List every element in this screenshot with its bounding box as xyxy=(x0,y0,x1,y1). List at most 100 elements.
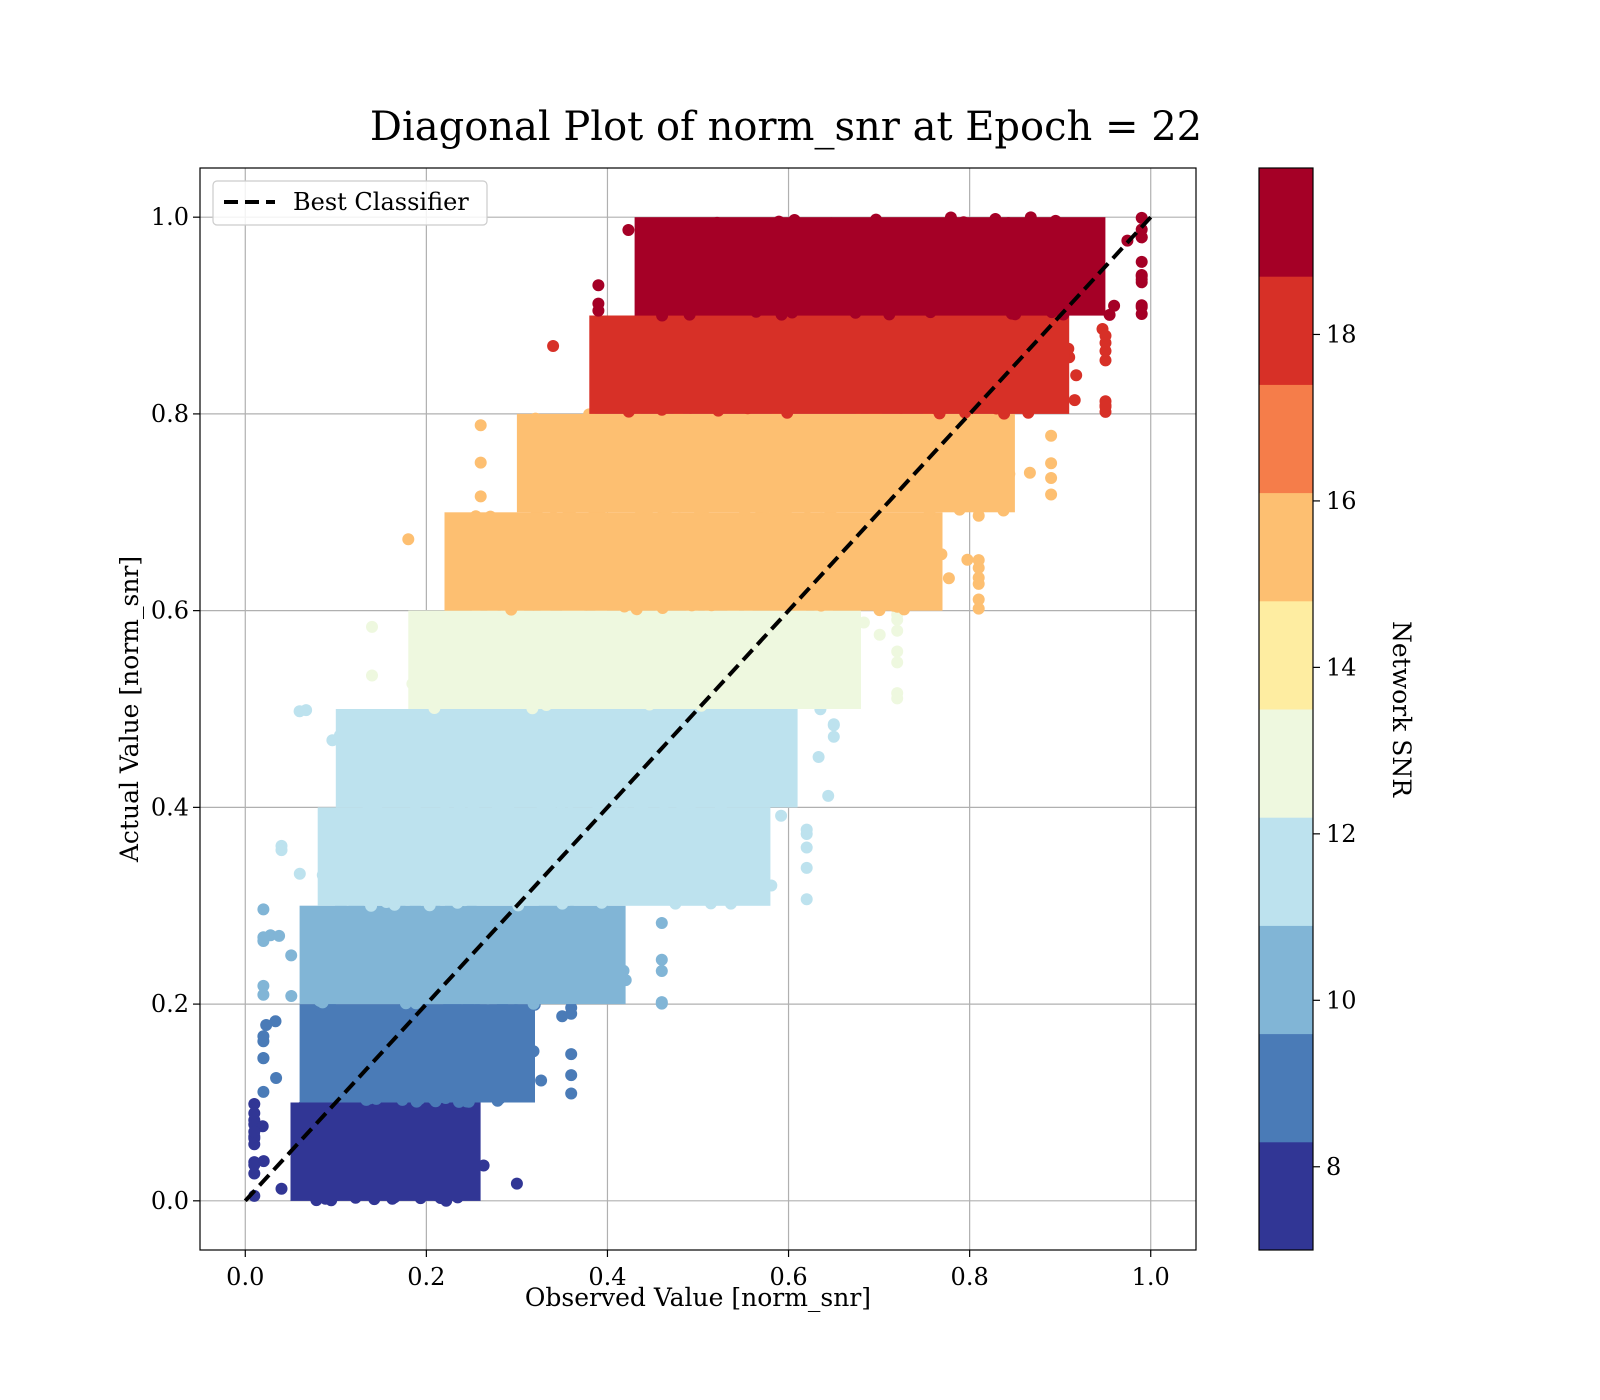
colorbar-segments xyxy=(1259,168,1313,1251)
scatter-point xyxy=(257,1085,270,1098)
scatter-density-band xyxy=(589,315,1070,414)
scatter-point xyxy=(248,1098,261,1110)
colorbar-tick-label: 8 xyxy=(1326,1153,1341,1181)
colorbar-segment xyxy=(1259,492,1313,602)
scatter-point xyxy=(257,1155,270,1168)
scatter-point xyxy=(270,1072,283,1084)
colorbar-segment xyxy=(1259,925,1313,1035)
scatter-point xyxy=(285,949,298,962)
y-tick-label: 0.0 xyxy=(151,1187,189,1215)
scatter-density-band xyxy=(290,1102,481,1201)
scatter-point xyxy=(891,656,904,669)
scatter-density-band xyxy=(335,709,798,808)
colorbar-frame xyxy=(1258,167,1314,1251)
plot-area: 0.0 0.2 0.4 0.6 0.8 1.0 0.0 0.2 0.4 0.6 0.8 1.0 xyxy=(151,167,1197,1291)
scatter-point xyxy=(510,1177,523,1190)
scatter-point xyxy=(285,990,298,1002)
scatter-point xyxy=(248,1158,261,1171)
scatter-point xyxy=(1068,394,1081,407)
legend: Best Classifier xyxy=(212,180,488,226)
x-tick-label: 0.4 xyxy=(588,1263,626,1291)
scatter-point xyxy=(300,704,313,717)
scatter-point xyxy=(1099,329,1112,342)
scatter-point xyxy=(535,1074,548,1087)
scatter-point xyxy=(961,553,974,566)
scatter-point xyxy=(248,1107,261,1120)
scatter-density-band xyxy=(408,610,861,709)
scatter-point xyxy=(1045,457,1058,470)
scatter-density-band xyxy=(317,807,771,906)
scatter-point xyxy=(827,730,840,743)
scatter-point xyxy=(257,903,270,916)
scatter-point xyxy=(248,1167,261,1180)
x-axis-ticks: 0.0 0.2 0.4 0.6 0.8 1.0 xyxy=(226,1250,1170,1291)
scatter-point xyxy=(800,841,813,854)
y-tick-label: 0.8 xyxy=(151,400,189,428)
scatter-point xyxy=(273,929,286,942)
x-tick-label: 0.2 xyxy=(407,1263,445,1291)
scatter-point xyxy=(972,602,985,615)
scatter-point xyxy=(402,533,415,546)
scatter-point xyxy=(260,1019,273,1031)
scatter-point xyxy=(622,224,635,236)
scatter-point xyxy=(474,490,487,503)
scatter-point xyxy=(891,624,904,637)
legend-label-best-classifier: Best Classifier xyxy=(293,188,469,216)
colorbar-tick-label: 12 xyxy=(1326,820,1357,848)
scatter-point xyxy=(565,1048,578,1061)
colorbar-tick-label: 14 xyxy=(1326,653,1357,681)
y-tick-label: 0.6 xyxy=(151,597,189,625)
scatter-point xyxy=(1103,308,1116,321)
scatter-point xyxy=(1099,354,1112,367)
scatter-point xyxy=(366,620,378,633)
scatter-point xyxy=(775,809,788,822)
scatter-point xyxy=(1108,299,1121,312)
scatter-point xyxy=(972,593,985,606)
colorbar-segment xyxy=(1259,168,1313,277)
scatter-point xyxy=(474,419,487,432)
scatter-point xyxy=(972,561,985,574)
scatter-density-band xyxy=(634,217,1106,316)
colorbar-segment xyxy=(1259,1033,1313,1143)
scatter-points xyxy=(248,211,1148,1207)
colorbar-label: Network SNR xyxy=(1387,621,1416,798)
scatter-point xyxy=(1023,466,1036,479)
scatter-point xyxy=(565,1007,578,1020)
scatter-point xyxy=(1045,472,1058,484)
x-tick-label: 0.6 xyxy=(769,1263,807,1291)
scatter-point xyxy=(366,669,378,682)
colorbar-tick-label: 16 xyxy=(1326,487,1357,515)
colorbar-segment xyxy=(1259,276,1313,385)
scatter-point xyxy=(547,340,560,352)
scatter-density-band xyxy=(516,413,1015,513)
scatter-point xyxy=(812,751,825,763)
colorbar-tick-label: 18 xyxy=(1326,320,1357,348)
scatter-point xyxy=(891,645,904,658)
scatter-point xyxy=(1135,255,1148,268)
chart-title: Diagonal Plot of norm_snr at Epoch = 22 xyxy=(370,104,1202,150)
scatter-point xyxy=(873,628,886,641)
y-tick-label: 0.4 xyxy=(151,793,189,821)
y-axis-ticks: 0.0 0.2 0.4 0.6 0.8 1.0 xyxy=(151,203,200,1215)
legend-box xyxy=(212,180,488,226)
scatter-point xyxy=(592,297,605,310)
x-tick-label: 1.0 xyxy=(1132,1263,1170,1291)
scatter-point xyxy=(248,1125,261,1138)
scatter-point xyxy=(655,965,668,977)
colorbar: 8 10 12 14 16 18 Network SNR xyxy=(1258,167,1416,1251)
scatter-point xyxy=(827,718,840,731)
best-classifier-line xyxy=(243,215,1153,1203)
scatter-point xyxy=(800,893,813,906)
scatter-point xyxy=(1135,273,1148,286)
scatter-point xyxy=(1045,429,1058,442)
scatter-point xyxy=(257,979,270,992)
scatter-point xyxy=(257,1052,270,1064)
scatter-point xyxy=(257,988,270,1001)
colorbar-segment xyxy=(1259,1141,1313,1251)
scatter-point xyxy=(293,867,306,880)
x-tick-label: 0.0 xyxy=(226,1263,264,1291)
scatter-density-band xyxy=(444,512,943,611)
scatter-point xyxy=(822,789,835,802)
colorbar-tick-label: 10 xyxy=(1326,986,1357,1014)
scatter-point xyxy=(257,931,270,944)
